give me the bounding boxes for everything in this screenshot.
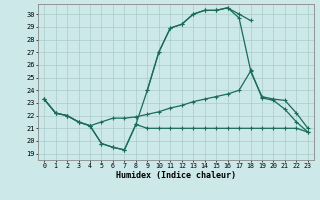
X-axis label: Humidex (Indice chaleur): Humidex (Indice chaleur) xyxy=(116,171,236,180)
